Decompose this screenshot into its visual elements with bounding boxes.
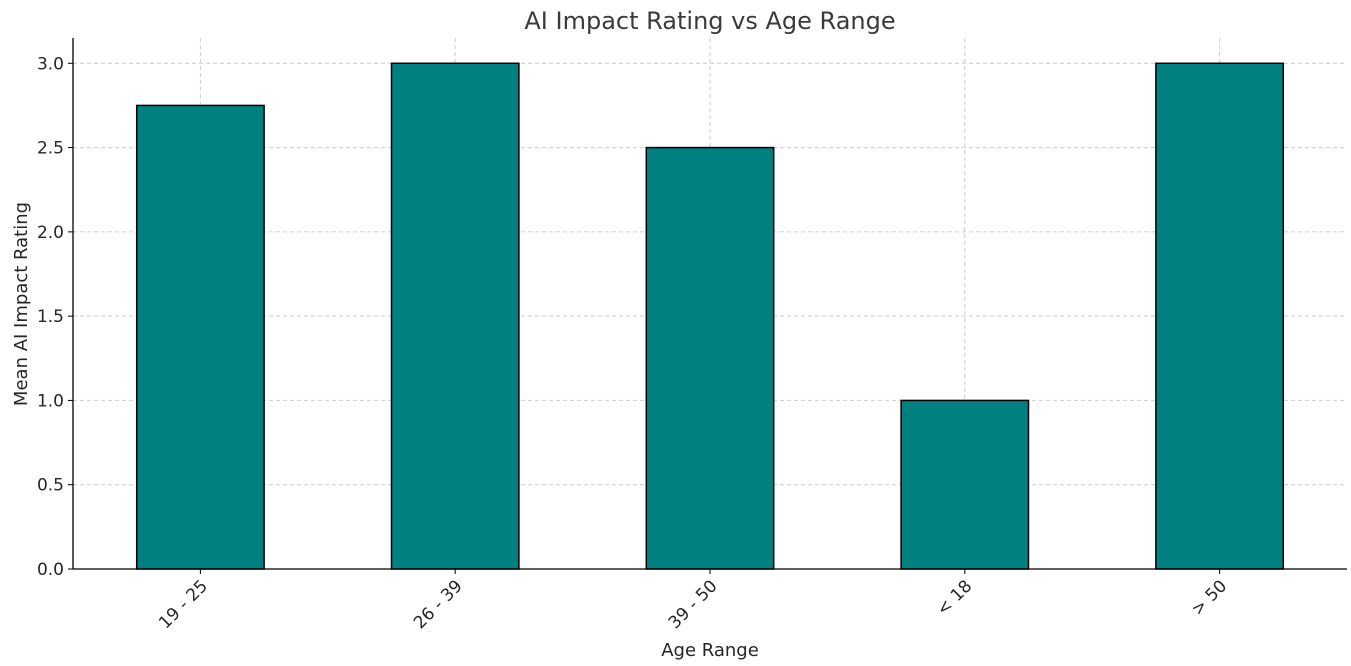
x-tick-label: 26 - 39 [410,576,467,633]
y-axis-ticks: 0.0 0.5 1.0 1.5 2.0 2.5 3.0 [37,54,73,580]
bar-5 [1155,62,1285,570]
y-tick-label: 2.5 [37,139,64,159]
bars [135,62,1285,570]
y-tick-label: 0.5 [37,476,64,496]
x-tick-label: 19 - 25 [155,576,212,633]
y-tick-label: 3.0 [37,54,64,74]
y-tick-label: 2.0 [37,223,64,243]
bar-1 [135,104,265,570]
bar-3 [645,146,775,570]
y-tick-label: 1.0 [37,391,64,411]
y-tick-label: 1.5 [37,307,64,327]
x-tick-label: > 50 [1188,576,1231,619]
x-tick-label: < 18 [933,576,976,619]
x-axis-ticks: 19 - 25 26 - 39 39 - 50 < 18 > 50 [155,569,1231,633]
bar-2 [390,62,520,570]
chart-title: AI Impact Rating vs Age Range [524,7,895,35]
y-axis-label: Mean AI Impact Rating [11,202,32,406]
bar-4 [900,399,1030,570]
x-axis-label: Age Range [661,640,759,661]
y-tick-label: 0.0 [37,560,64,580]
x-tick-label: 39 - 50 [665,576,722,633]
